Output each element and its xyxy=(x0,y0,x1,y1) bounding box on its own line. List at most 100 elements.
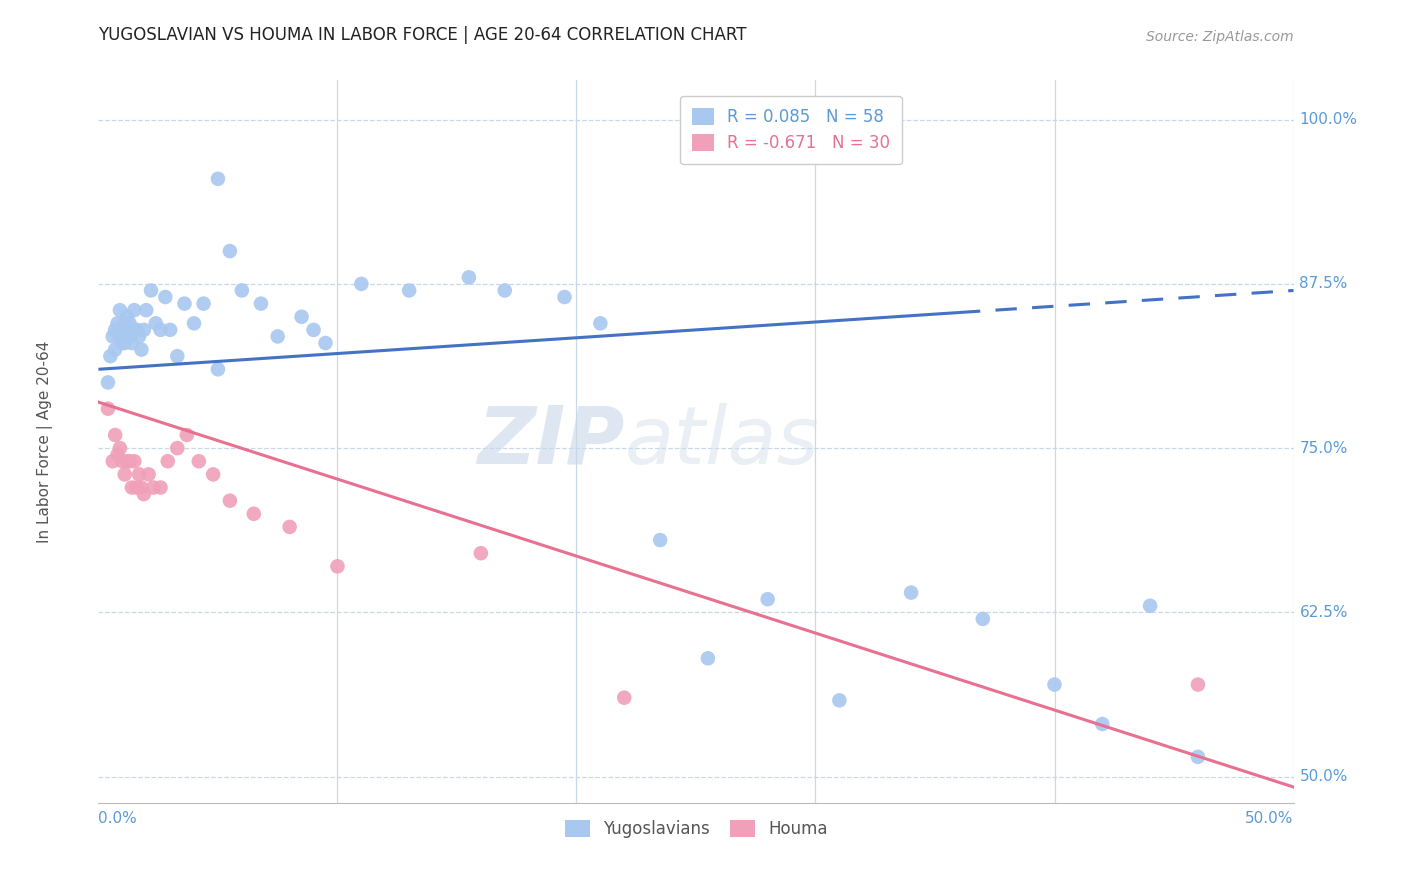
Point xyxy=(124,454,146,468)
Point xyxy=(101,454,124,468)
Point xyxy=(291,310,314,324)
Text: Source: ZipAtlas.com: Source: ZipAtlas.com xyxy=(1146,30,1294,44)
Point xyxy=(470,546,492,560)
Point xyxy=(315,336,337,351)
Point xyxy=(118,454,141,468)
Point xyxy=(697,651,720,665)
Point xyxy=(972,612,994,626)
Point xyxy=(173,296,195,310)
Point xyxy=(111,454,134,468)
Point xyxy=(128,329,150,343)
Point xyxy=(124,323,146,337)
Point xyxy=(124,303,146,318)
Point xyxy=(131,481,153,495)
Text: In Labor Force | Age 20-64: In Labor Force | Age 20-64 xyxy=(37,341,52,542)
Point xyxy=(756,592,779,607)
Point xyxy=(108,441,131,455)
Point xyxy=(104,323,127,337)
Point xyxy=(1187,749,1209,764)
Point xyxy=(108,303,131,318)
Point xyxy=(125,323,148,337)
Point xyxy=(166,349,188,363)
Point xyxy=(107,316,129,330)
Point xyxy=(219,244,242,258)
Point xyxy=(114,336,136,351)
Point xyxy=(900,585,922,599)
Text: atlas: atlas xyxy=(624,402,820,481)
Point xyxy=(125,481,148,495)
Point xyxy=(828,693,851,707)
Point xyxy=(111,336,134,351)
Text: ZIP: ZIP xyxy=(477,402,624,481)
Point xyxy=(149,323,172,337)
Point xyxy=(108,329,131,343)
Point xyxy=(494,284,516,298)
Point xyxy=(115,323,138,337)
Point xyxy=(101,329,124,343)
Point xyxy=(648,533,672,547)
Point xyxy=(139,284,162,298)
Point xyxy=(250,296,273,310)
Text: 75.0%: 75.0% xyxy=(1299,441,1348,456)
Point xyxy=(1139,599,1161,613)
Point xyxy=(118,316,141,330)
Point xyxy=(166,441,188,455)
Text: 0.0%: 0.0% xyxy=(98,812,138,827)
Point xyxy=(1043,677,1066,691)
Point xyxy=(326,559,349,574)
Point xyxy=(114,316,136,330)
Point xyxy=(104,343,127,357)
Point xyxy=(111,323,134,337)
Legend: Yugoslavians, Houma: Yugoslavians, Houma xyxy=(558,814,834,845)
Point xyxy=(183,316,205,330)
Point xyxy=(115,310,138,324)
Text: 50.0%: 50.0% xyxy=(1246,812,1294,827)
Text: 87.5%: 87.5% xyxy=(1299,277,1348,292)
Text: YUGOSLAVIAN VS HOUMA IN LABOR FORCE | AGE 20-64 CORRELATION CHART: YUGOSLAVIAN VS HOUMA IN LABOR FORCE | AG… xyxy=(98,26,747,44)
Point xyxy=(97,401,120,416)
Point xyxy=(142,481,165,495)
Point xyxy=(202,467,225,482)
Point xyxy=(121,481,143,495)
Point xyxy=(114,467,136,482)
Point xyxy=(267,329,290,343)
Point xyxy=(107,448,129,462)
Point xyxy=(156,454,179,468)
Point xyxy=(243,507,266,521)
Point xyxy=(398,284,420,298)
Point xyxy=(589,316,612,330)
Point xyxy=(135,303,157,318)
Point xyxy=(118,329,141,343)
Point xyxy=(145,316,167,330)
Point xyxy=(458,270,481,285)
Point xyxy=(231,284,253,298)
Point xyxy=(219,493,242,508)
Point xyxy=(187,454,209,468)
Point xyxy=(613,690,636,705)
Point xyxy=(98,349,122,363)
Point xyxy=(97,376,120,390)
Point xyxy=(132,323,155,337)
Point xyxy=(350,277,373,291)
Point xyxy=(128,467,150,482)
Point xyxy=(159,323,181,337)
Point xyxy=(278,520,301,534)
Point xyxy=(138,467,160,482)
Text: 62.5%: 62.5% xyxy=(1299,605,1348,620)
Point xyxy=(131,343,153,357)
Text: 50.0%: 50.0% xyxy=(1299,769,1348,784)
Point xyxy=(155,290,177,304)
Point xyxy=(176,428,198,442)
Point xyxy=(104,428,127,442)
Text: 100.0%: 100.0% xyxy=(1299,112,1358,128)
Point xyxy=(1091,717,1114,731)
Point xyxy=(1187,677,1209,691)
Point xyxy=(554,290,576,304)
Point xyxy=(149,481,172,495)
Point xyxy=(121,336,143,351)
Point xyxy=(302,323,325,337)
Point xyxy=(132,487,155,501)
Point xyxy=(207,171,229,186)
Point xyxy=(193,296,215,310)
Point xyxy=(207,362,229,376)
